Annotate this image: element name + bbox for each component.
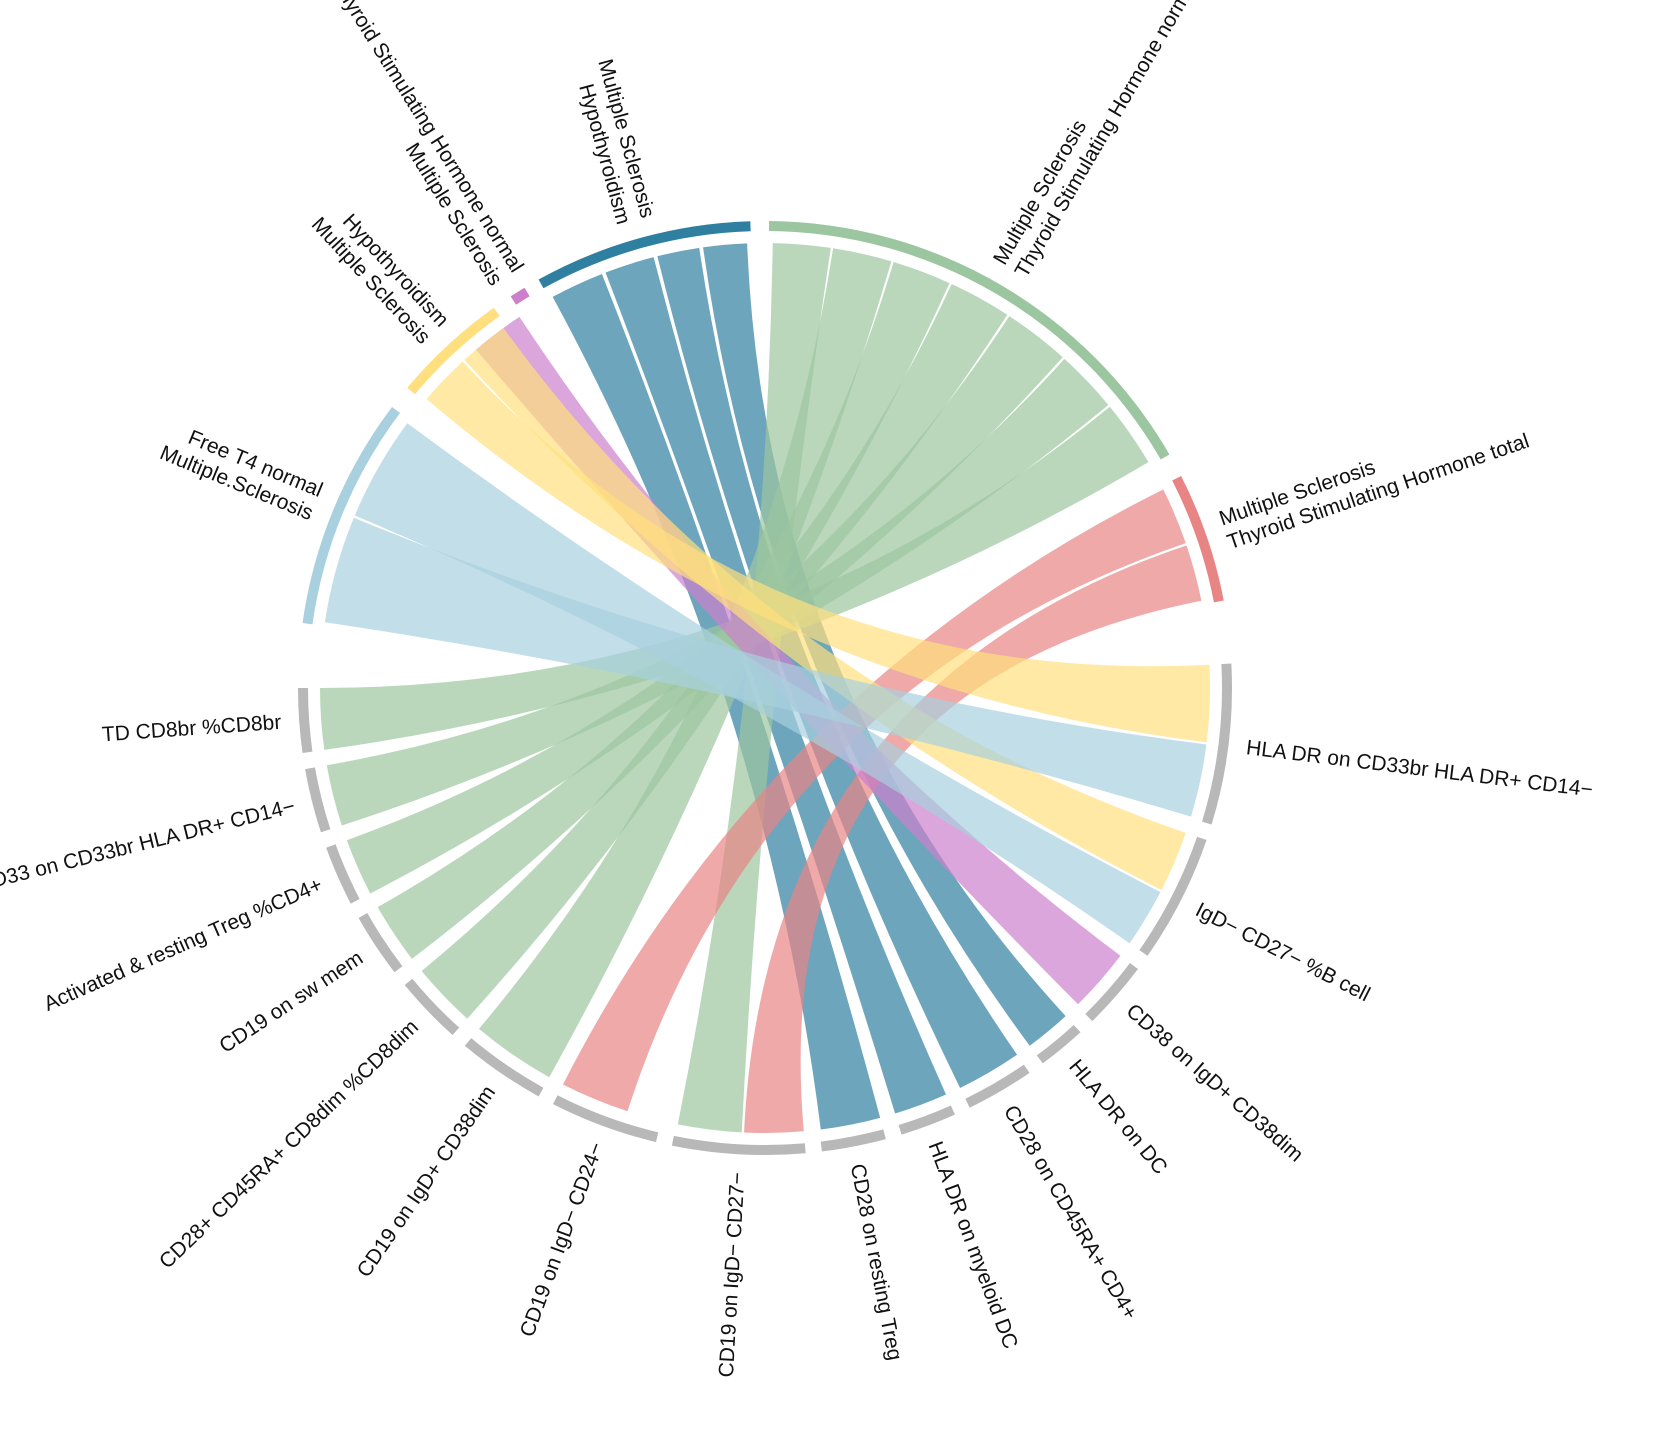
sector-label-ms_tsh_total: Multiple SclerosisThyroid Stimulating Ho… [1216, 406, 1532, 554]
ribbon-ms_tsh_total-to-cd19_igd_cd24 [562, 489, 1186, 1112]
sector-label-td_cd8br: TD CD8br %CD8br [101, 711, 282, 746]
sector-label-cd28_resting_treg: CD28 on resting Treg [846, 1162, 907, 1362]
sector-label-cd33_cd33br: CD33 on CD33br HLA DR+ CD14− [0, 795, 297, 896]
sector-arc-cd28_cd45ra_cd4 [965, 1064, 1030, 1108]
sector-arc-hypothyroidism_ms [407, 307, 500, 395]
sector-label-hypo_ms: Multiple SclerosisHypothyroidism [569, 57, 659, 227]
ribbon-ms_tsh_normal-to-cd28_cd45ra_cd8dim [421, 261, 950, 1019]
sector-arc-ms_tsh_total [1172, 475, 1224, 603]
sector-label-hypothyroidism_ms: HypothyroidismMultiple Sclerosis [307, 196, 453, 349]
sector-arc-cd19_igd_cd24 [552, 1095, 659, 1143]
sector-arc-treg_cd4 [326, 844, 360, 904]
sector-arc-tsh_normal_ms [510, 287, 530, 305]
ribbon-hypothyroidism_ms-to-hla_dr_cd33br [426, 361, 1210, 743]
sector-label-igd_cd27_bcell: IgD− CD27− %B cell [1192, 898, 1374, 1006]
sector-arc-hla_dr_myeloid [898, 1105, 955, 1135]
ribbon-hypo_ms-to-hla_dr_dc [703, 243, 1066, 1046]
sector-label-cd19_igd_cd27: CD19 on IgD− CD27− [715, 1172, 750, 1378]
ribbon-hypothyroidism_ms-to-igd_cd27_bcell [464, 327, 1186, 891]
sector-label-hla_dr_dc: HLA DR on DC [1064, 1055, 1172, 1179]
ribbon-ms_tsh_normal-to-cd19_sw_mem [377, 284, 1008, 959]
sector-arc-cd28_resting_treg [820, 1129, 886, 1152]
sector-label-ft4_ms: Free T4 normalMultiple.Sclerosis [157, 418, 326, 525]
sector-label-hla_dr_cd33br: HLA DR on CD33br HLA DR+ CD14− [1245, 736, 1594, 801]
sector-arc-ft4_ms [302, 406, 401, 625]
ribbon-ft4_ms-to-igd_cd27_bcell [354, 423, 1161, 944]
sector-arc-cd19_sw_mem [358, 913, 403, 973]
sector-label-ms_tsh_normal: Multiple SclerosisThyroid Stimulating Ho… [989, 0, 1203, 281]
sector-arc-hla_dr_cd33br [1202, 663, 1232, 825]
sector-arc-cd38_igd_cd38dim [1085, 963, 1138, 1022]
ribbon-layer [320, 243, 1210, 1134]
sector-arc-cd19_igd_cd38dim [464, 1038, 544, 1097]
sector-arc-td_cd8br [298, 688, 313, 753]
sector-label-cd19_igd_cd38dim: CD19 on IgD+ CD38dim [353, 1081, 501, 1281]
sector-label-cd19_igd_cd24: CD19 on IgD− CD24− [516, 1139, 609, 1340]
ribbon-ms_tsh_normal-to-treg_cd4 [346, 316, 1063, 894]
sector-arc-cd33_cd33br [305, 767, 331, 833]
sector-arc-ms_tsh_normal [768, 221, 1170, 460]
sector-arc-cd19_igd_cd27 [671, 1135, 806, 1155]
sector-label-hla_dr_myeloid: HLA DR on myeloid DC [924, 1138, 1022, 1352]
sector-arc-igd_cd27_bcell [1139, 836, 1207, 956]
sector-arc-hla_dr_dc [1036, 1024, 1081, 1064]
sector-label-cd19_sw_mem: CD19 on sw mem [215, 947, 367, 1058]
ribbon-hypo_ms-to-cd28_cd45ra_cd4 [657, 247, 1018, 1088]
sector-arc-layer [298, 221, 1232, 1155]
sector-arc-cd28_cd45ra_cd8dim [404, 978, 460, 1036]
sector-arc-hypo_ms [538, 221, 751, 289]
ribbon-ms_tsh_normal-to-cd33_cd33br [326, 358, 1109, 826]
ribbon-ms_tsh_normal-to-td_cd8br [320, 406, 1149, 750]
